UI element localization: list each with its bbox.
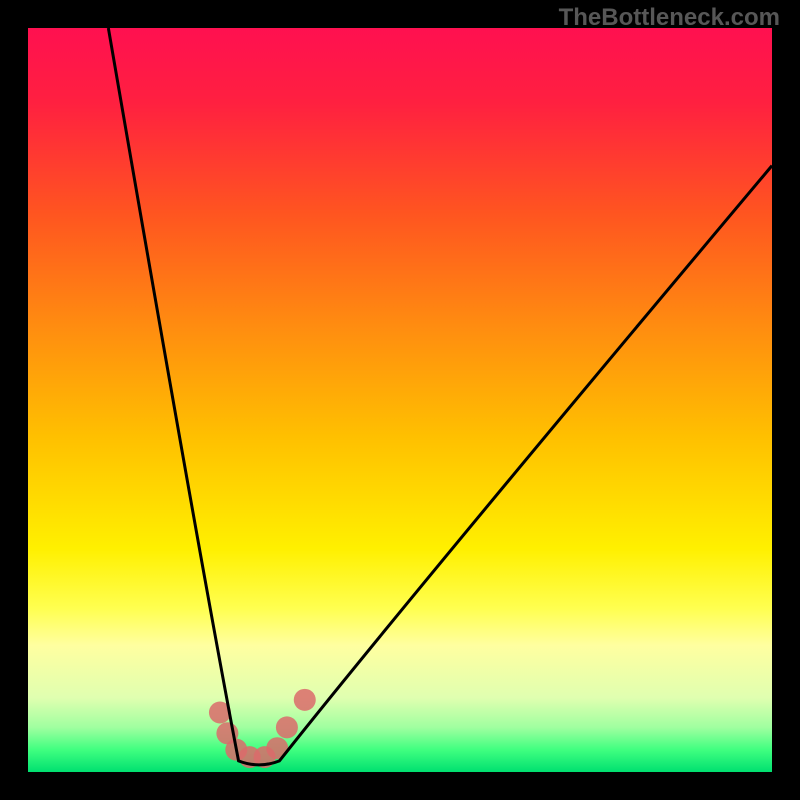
marker-group <box>209 689 316 768</box>
data-marker <box>294 689 316 711</box>
chart-root: TheBottleneck.com <box>0 0 800 800</box>
bottleneck-curve <box>108 28 772 765</box>
plot-area <box>28 28 772 772</box>
curve-layer <box>28 28 772 772</box>
watermark-text: TheBottleneck.com <box>559 4 780 32</box>
data-marker <box>276 716 298 738</box>
